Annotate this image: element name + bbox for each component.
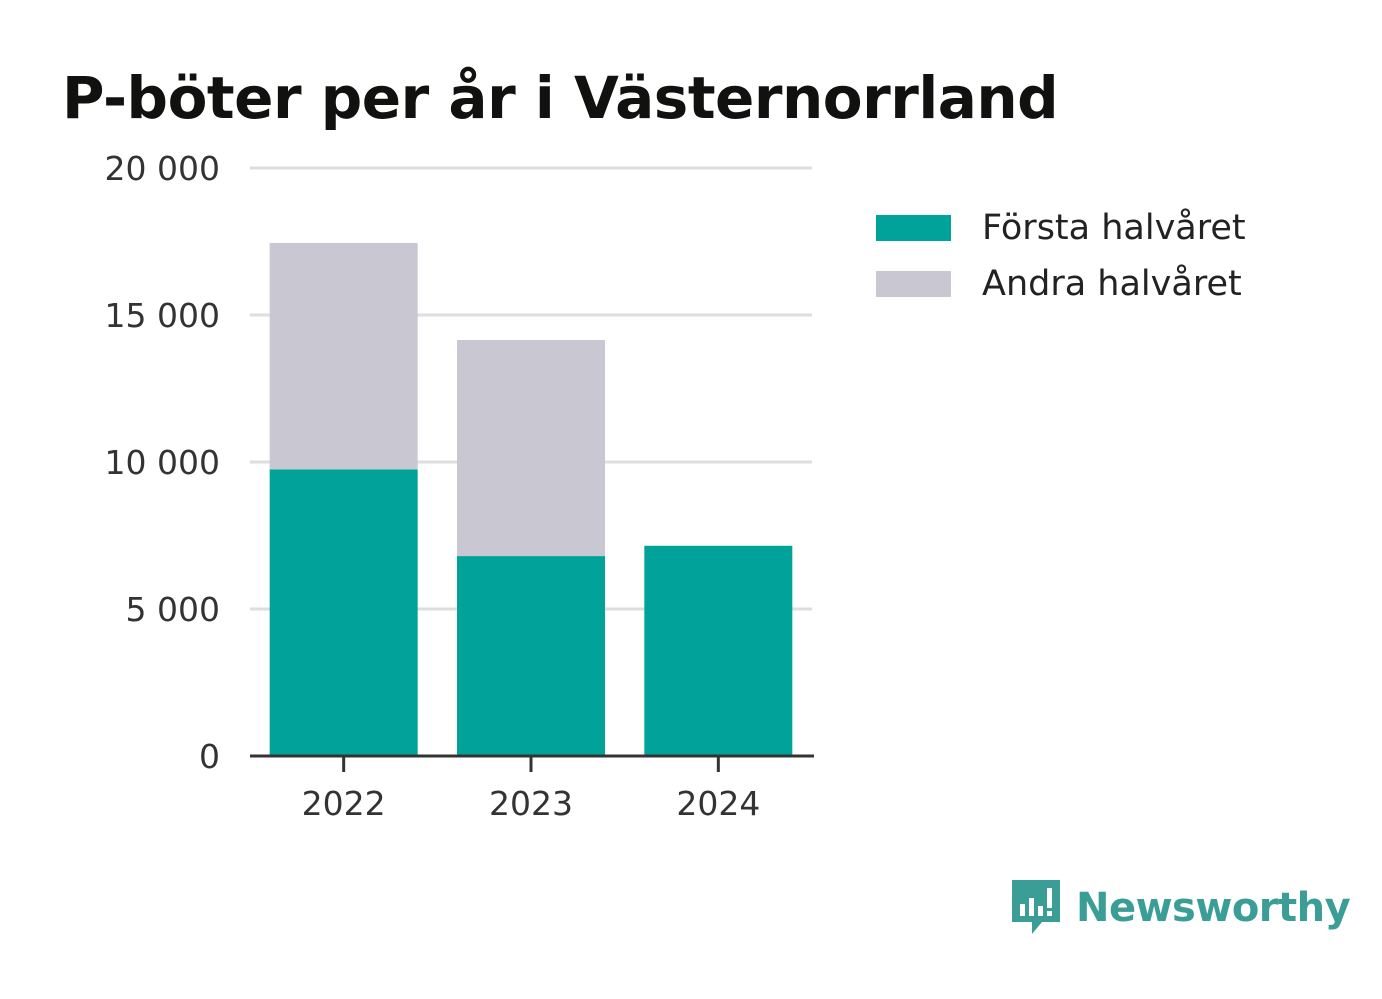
newsworthy-logo-icon — [1010, 878, 1062, 938]
bar-chart: 0 5 000 10 000 15 000 20 000 2022 2023 2024 — [0, 0, 1382, 999]
newsworthy-brand[interactable]: Newsworthy — [1010, 878, 1350, 938]
y-tick-label: 5 000 — [126, 590, 220, 629]
bar-second-half-2023 — [457, 340, 605, 556]
bar-first-half-2024 — [644, 546, 792, 756]
bar-first-half-2023 — [457, 556, 605, 756]
bar-first-half-2022 — [270, 469, 418, 756]
y-tick-label: 10 000 — [105, 443, 220, 482]
y-tick-label: 20 000 — [105, 149, 220, 188]
bar-second-half-2022 — [270, 243, 418, 469]
legend-label-second-half: Andra halvåret — [982, 264, 1242, 304]
x-tick-label: 2024 — [676, 784, 760, 823]
legend-item-second-half[interactable]: Andra halvåret — [876, 256, 1246, 312]
y-tick-label: 0 — [199, 737, 220, 776]
legend-label-first-half: Första halvåret — [982, 208, 1246, 248]
x-tick-label: 2022 — [302, 784, 386, 823]
legend-swatch-first-half — [876, 215, 951, 241]
legend-swatch-second-half — [876, 271, 951, 297]
y-tick-label: 15 000 — [105, 296, 220, 335]
brand-name: Newsworthy — [1076, 885, 1350, 931]
legend: Första halvåret Andra halvåret — [876, 200, 1246, 312]
legend-item-first-half[interactable]: Första halvåret — [876, 200, 1246, 256]
x-tick-label: 2023 — [489, 784, 573, 823]
